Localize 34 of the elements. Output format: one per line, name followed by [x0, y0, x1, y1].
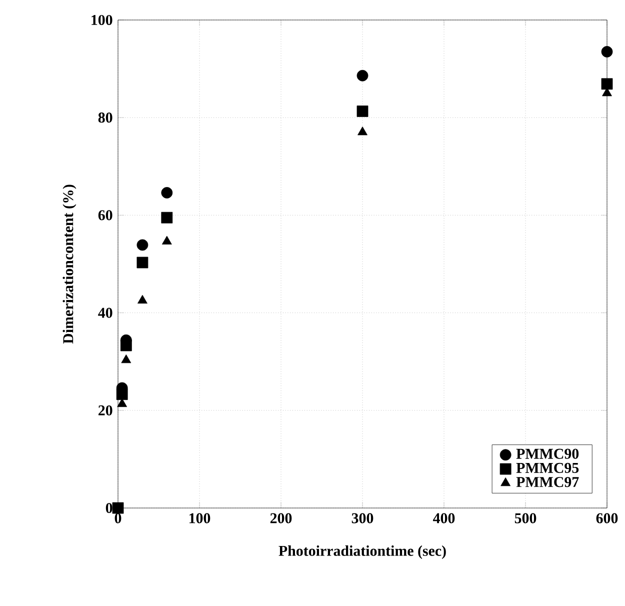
x-tick-label: 200 [270, 513, 292, 524]
legend-label: PMMC97 [516, 477, 579, 488]
y-tick-label: 20 [98, 405, 112, 416]
y-tick-label: 0 [106, 502, 112, 514]
point [358, 126, 368, 136]
point [137, 294, 148, 304]
point [356, 106, 368, 117]
x-tick-label: 100 [189, 513, 210, 524]
point [601, 46, 613, 58]
point [136, 239, 148, 251]
x-tick-label: 600 [596, 513, 618, 524]
y-tick-label: 100 [92, 14, 112, 26]
legend-label: PMMC90 [516, 448, 579, 459]
x-tick-label: 400 [433, 513, 455, 524]
point [116, 388, 128, 400]
x-tick-label: 300 [352, 513, 374, 524]
point [601, 78, 613, 90]
legend-label: PMMC95 [516, 462, 579, 473]
y-tick-label: 60 [98, 210, 112, 220]
point [161, 187, 173, 198]
y-tick-label: 40 [98, 308, 112, 318]
x-axis-title: Photoirradiationtime (sec) [278, 545, 446, 559]
point [112, 502, 124, 514]
point [117, 398, 128, 408]
point [162, 236, 172, 244]
point [136, 256, 148, 268]
x-tick-label: 0 [114, 513, 122, 524]
point [121, 354, 132, 364]
point [161, 212, 173, 224]
point [356, 70, 368, 82]
y-axis-title: Dimerizationcontent (%) [62, 184, 76, 344]
x-tick-label: 500 [514, 513, 536, 524]
point [120, 340, 132, 352]
y-tick-label: 80 [98, 112, 112, 123]
